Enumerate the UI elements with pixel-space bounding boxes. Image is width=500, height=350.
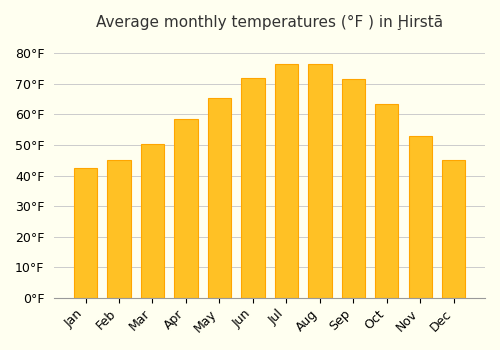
Bar [342,79,365,298]
Bar [208,98,231,298]
Bar [408,136,432,298]
Bar [140,144,164,298]
Bar [74,168,97,298]
Title: Average monthly temperatures (°F ) in Ḩirstā: Average monthly temperatures (°F ) in Ḩi… [96,15,443,30]
Bar [308,64,332,298]
Bar [274,64,298,298]
Bar [241,78,264,298]
Bar [174,119,198,298]
Bar [442,160,466,298]
Bar [375,104,398,298]
Bar [108,160,130,298]
